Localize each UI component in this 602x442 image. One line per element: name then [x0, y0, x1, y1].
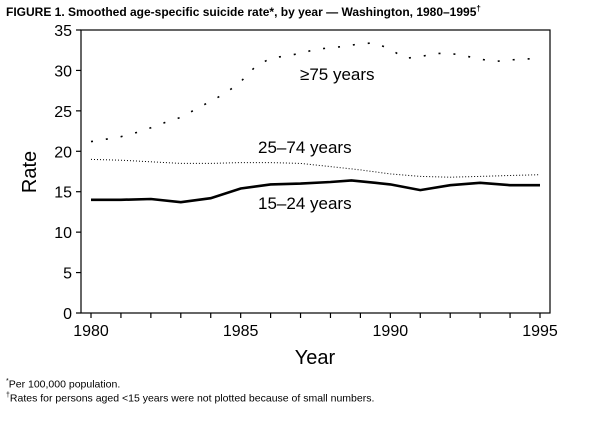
y-tick-label: 15 — [54, 185, 72, 202]
title-footnote-mark: † — [476, 4, 481, 13]
footnote-mark: † — [6, 392, 10, 399]
footnote-mark: * — [6, 378, 9, 385]
x-tick-label: 1995 — [522, 323, 558, 340]
series-line-3 — [91, 179, 540, 204]
chart-title: FIGURE 1. Smoothed age-specific suicide … — [6, 4, 481, 19]
y-tick-label: 0 — [63, 306, 72, 323]
y-tick-label: 20 — [54, 144, 72, 161]
footnote-text: Rates for persons aged <15 years were no… — [9, 392, 375, 405]
y-tick-label: 5 — [63, 266, 72, 283]
x-tick-label: 1990 — [373, 323, 409, 340]
footnote-text: Per 100,000 population. — [8, 378, 121, 391]
y-tick-label: 35 — [54, 23, 72, 40]
y-tick-label: 10 — [54, 225, 72, 242]
footnote-1: *Per 100,000 population. — [6, 378, 120, 391]
series-label: ≥75 years — [300, 65, 375, 84]
plot-frame — [80, 29, 551, 314]
series-label: 25–74 years — [258, 138, 352, 157]
footnote-2: †Rates for persons aged <15 years were n… — [6, 392, 374, 405]
x-tick-label: 1985 — [223, 323, 259, 340]
y-axis-label: Rate — [19, 151, 41, 193]
series-line-2 — [90, 158, 541, 178]
series-line-1 — [90, 42, 541, 143]
series-label: 15–24 years — [258, 194, 352, 213]
title-text: FIGURE 1. Smoothed age-specific suicide … — [6, 5, 477, 19]
y-tick-label: 25 — [54, 104, 72, 121]
y-tick-label: 30 — [54, 63, 72, 80]
x-tick-label: 1980 — [73, 323, 109, 340]
x-axis-label: Year — [295, 347, 336, 369]
